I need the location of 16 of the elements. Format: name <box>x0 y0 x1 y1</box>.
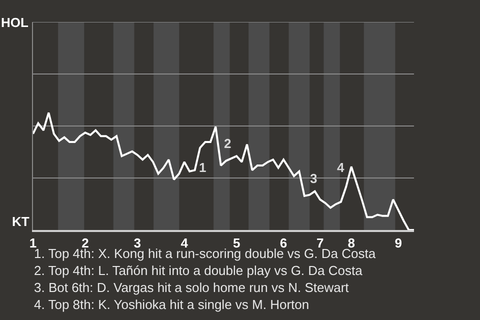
annotation: 4 <box>337 160 345 175</box>
text: 3. Bot 6th: D. Vargas hit a solo home run vs N. Stewart <box>34 280 350 295</box>
x-tick-label: 9 <box>394 236 402 251</box>
annotation: 3 <box>310 171 318 186</box>
annotation: 1 <box>199 160 206 175</box>
text: HOL <box>1 15 28 30</box>
text: 4. Top 8th: K. Yoshioka hit a single vs M. Horton <box>34 297 310 312</box>
text: KT <box>12 214 30 229</box>
x-tick-label: 4 <box>180 236 189 251</box>
x-tick-label: 6 <box>280 236 288 251</box>
x-tick-label: 1 <box>29 236 37 251</box>
annotation: 2 <box>224 136 232 151</box>
x-tick-label: 7 <box>316 236 324 251</box>
x-tick-label: 5 <box>232 236 240 251</box>
text: 2. Top 4th: L. Tañón hit into a double play vs G. Da Costa <box>34 263 364 278</box>
x-tick-label: 3 <box>134 236 141 251</box>
